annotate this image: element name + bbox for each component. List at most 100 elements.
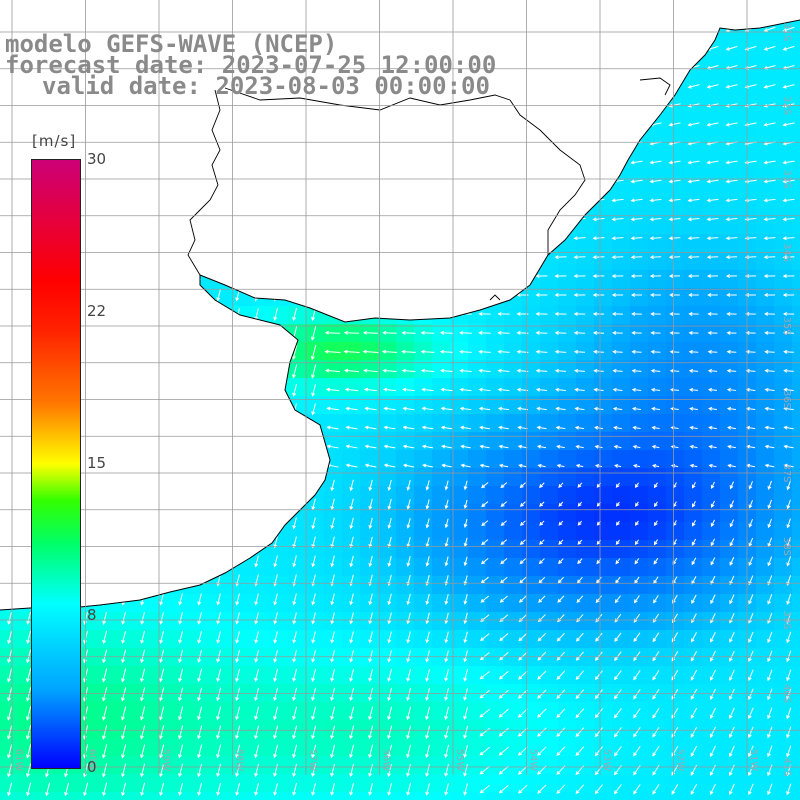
wind-arrow [574, 425, 585, 430]
wind-speed-cell [162, 666, 181, 685]
wind-arrow [687, 274, 699, 279]
wind-speed-cell [612, 36, 631, 55]
wind-speed-cell [396, 756, 415, 775]
wind-speed-cell [342, 378, 361, 397]
wind-speed-cell [648, 450, 667, 469]
wind-arrow [744, 236, 757, 241]
wind-speed-cell [594, 0, 613, 19]
wind-speed-cell [144, 342, 163, 361]
wind-speed-cell [198, 234, 217, 253]
wind-speed-cell [504, 702, 523, 721]
wind-speed-cell [360, 720, 379, 739]
wind-arrow [311, 441, 316, 454]
wind-arrow [254, 137, 259, 150]
wind-arrow [764, 311, 775, 316]
wind-arrow [630, 236, 643, 241]
wind-speed-cell [504, 558, 523, 577]
wind-speed-cell [162, 306, 181, 325]
wind-speed-cell [756, 594, 775, 613]
wind-arrow [442, 8, 453, 12]
wind-arrow [786, 631, 792, 644]
wind-speed-cell [324, 396, 343, 415]
wind-arrow [345, 463, 358, 468]
wind-speed-cell [540, 20, 559, 37]
valid-date: valid date: 2023-08-03 00:00:00 [42, 72, 490, 100]
wind-speed-cell [648, 558, 667, 577]
wind-speed-cell [378, 162, 397, 181]
wind-speed-cell [270, 702, 289, 721]
wind-arrow [364, 463, 377, 468]
wind-arrow [406, 593, 411, 606]
wind-speed-cell [594, 378, 613, 397]
wind-arrow [235, 631, 240, 644]
wind-arrow [273, 99, 278, 112]
wind-arrow [311, 232, 316, 245]
wind-arrow [517, 746, 528, 756]
wind-arrow [459, 293, 472, 297]
wind-speed-cell [126, 702, 145, 721]
wind-arrow [7, 687, 13, 702]
lat-lon-grid [0, 0, 800, 775]
wind-arrow [345, 255, 358, 260]
wind-arrow [216, 251, 221, 264]
wind-arrow [387, 725, 393, 740]
wind-arrow [311, 99, 316, 112]
wind-arrow [444, 744, 450, 759]
wind-arrow [26, 706, 32, 721]
wind-arrow [459, 217, 472, 222]
wind-speed-cell [288, 594, 307, 613]
wind-arrow [425, 650, 430, 663]
wind-speed-cell [702, 630, 721, 649]
wind-speed-cell [684, 36, 703, 55]
wind-arrow [554, 349, 567, 354]
wind-arrow [708, 444, 717, 449]
wind-speed-cell [720, 468, 739, 487]
wind-speed-cell [630, 558, 649, 577]
wind-speed-cell [468, 792, 487, 800]
wind-arrow [423, 8, 434, 12]
wind-arrow [556, 689, 566, 699]
wind-arrow [383, 236, 396, 241]
wind-speed-cell [630, 20, 649, 37]
wind-arrow [421, 425, 434, 430]
wind-arrow [710, 557, 716, 566]
wind-arrow [273, 156, 278, 169]
wind-arrow [764, 444, 775, 449]
wind-arrow [784, 8, 795, 12]
wind-speed-cell [774, 378, 793, 397]
wind-arrow [406, 783, 411, 796]
wind-speed-cell [558, 36, 577, 55]
wind-speed-cell [666, 774, 685, 793]
wind-arrow [479, 746, 491, 756]
wind-speed-cell [576, 72, 595, 91]
wind-arrow [558, 520, 564, 526]
wind-arrow [217, 5, 221, 16]
wind-speed-cell [342, 216, 361, 235]
wind-speed-cell [756, 486, 775, 505]
wind-speed-cell [126, 522, 145, 541]
wind-arrow [763, 84, 776, 89]
wind-speed-cell [234, 306, 253, 325]
wind-arrow [425, 725, 431, 740]
wind-arrow [235, 763, 241, 778]
wind-speed-cell [702, 504, 721, 523]
wind-speed-cell [252, 504, 271, 523]
wind-arrow [593, 387, 604, 392]
wind-speed-cell [324, 414, 343, 433]
wind-arrow [406, 555, 411, 567]
wind-speed-cell [540, 540, 559, 559]
wind-speed-cell [504, 504, 523, 523]
wind-arrow [478, 387, 491, 392]
wind-speed-cell [594, 36, 613, 55]
wind-speed-cell [216, 522, 235, 541]
wind-arrow [311, 763, 317, 778]
wind-speed-cell [144, 162, 163, 181]
wind-speed-cell [108, 792, 127, 800]
wind-arrow [292, 307, 298, 321]
wind-arrow [444, 593, 449, 605]
wind-arrow [121, 460, 126, 473]
wind-arrow [440, 179, 453, 184]
wind-arrow [671, 745, 679, 757]
wind-arrow [634, 520, 639, 526]
wind-speed-cell [216, 594, 235, 613]
